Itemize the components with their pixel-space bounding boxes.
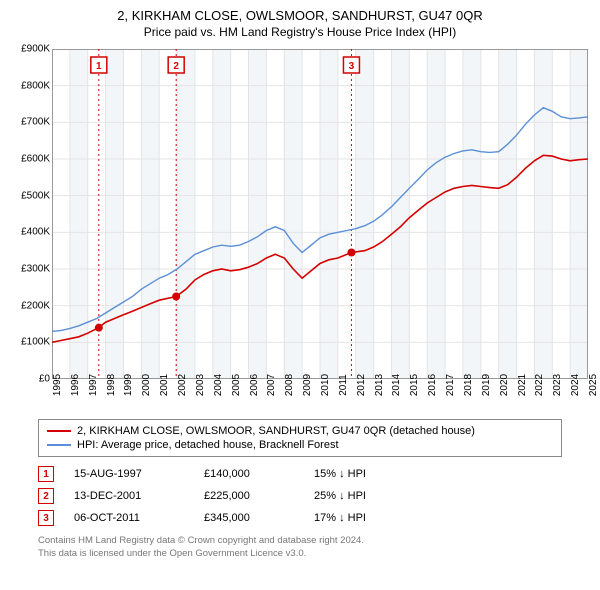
sale-price: £345,000 — [204, 512, 294, 524]
chart-subtitle: Price paid vs. HM Land Registry's House … — [8, 25, 592, 39]
x-tick-label: 2001 — [159, 374, 170, 396]
x-tick-label: 2009 — [302, 374, 313, 396]
y-axis: £0£100K£200K£300K£400K£500K£600K£700K£80… — [8, 49, 52, 379]
x-tick-label: 2003 — [195, 374, 206, 396]
x-axis: 1995199619971998199920002001200220032004… — [52, 381, 588, 415]
footer-line2: This data is licensed under the Open Gov… — [38, 548, 562, 561]
x-tick-label: 2010 — [320, 374, 331, 396]
sale-delta: 17% ↓ HPI — [314, 512, 366, 524]
y-tick-label: £400K — [21, 227, 50, 238]
sale-marker-badge: 1 — [38, 466, 54, 482]
x-tick-label: 2011 — [338, 374, 349, 396]
chart-area: £0 £100K £200K £300K £400K £500K £600K £700K £80… — [8, 45, 592, 415]
x-tick-label: 2018 — [463, 374, 474, 396]
svg-text:3: 3 — [349, 61, 355, 72]
footer: Contains HM Land Registry data © Crown c… — [38, 535, 562, 561]
sale-date: 06-OCT-2011 — [74, 512, 184, 524]
x-tick-label: 2000 — [141, 374, 152, 396]
y-tick-label: £900K — [21, 44, 50, 55]
chart-title: 2, KIRKHAM CLOSE, OWLSMOOR, SANDHURST, G… — [8, 8, 592, 23]
x-tick-label: 2019 — [481, 374, 492, 396]
sale-delta: 25% ↓ HPI — [314, 490, 366, 502]
legend-item-hpi: HPI: Average price, detached house, Brac… — [47, 438, 553, 452]
sale-row: 3 06-OCT-2011 £345,000 17% ↓ HPI — [38, 507, 562, 529]
x-tick-label: 2006 — [249, 374, 260, 396]
x-tick-label: 2021 — [517, 374, 528, 396]
y-tick-label: £800K — [21, 80, 50, 91]
x-tick-label: 2016 — [427, 374, 438, 396]
x-tick-label: 2020 — [499, 374, 510, 396]
x-tick-label: 1997 — [88, 374, 99, 396]
chart-container: 2, KIRKHAM CLOSE, OWLSMOOR, SANDHURST, G… — [0, 0, 600, 569]
legend-swatch-hpi — [47, 444, 71, 446]
sale-date: 13-DEC-2001 — [74, 490, 184, 502]
sale-marker-badge: 3 — [38, 510, 54, 526]
x-tick-label: 1995 — [52, 374, 63, 396]
x-tick-label: 2023 — [552, 374, 563, 396]
y-tick-label: £300K — [21, 264, 50, 275]
sale-price: £140,000 — [204, 468, 294, 480]
x-tick-label: 2007 — [266, 374, 277, 396]
legend-swatch-price-paid — [47, 430, 71, 432]
x-tick-label: 2022 — [534, 374, 545, 396]
x-tick-label: 2025 — [588, 374, 599, 396]
x-tick-label: 1999 — [123, 374, 134, 396]
x-tick-label: 2002 — [177, 374, 188, 396]
y-tick-label: £0 — [39, 374, 50, 385]
x-tick-label: 2013 — [374, 374, 385, 396]
sale-date: 15-AUG-1997 — [74, 468, 184, 480]
x-tick-label: 2004 — [213, 374, 224, 396]
sale-delta: 15% ↓ HPI — [314, 468, 366, 480]
y-tick-label: £600K — [21, 154, 50, 165]
x-tick-label: 2005 — [231, 374, 242, 396]
y-tick-label: £700K — [21, 117, 50, 128]
sales-table: 1 15-AUG-1997 £140,000 15% ↓ HPI 2 13-DEC-200… — [38, 463, 562, 529]
x-tick-label: 2017 — [445, 374, 456, 396]
legend-item-price-paid: 2, KIRKHAM CLOSE, OWLSMOOR, SANDHURST, G… — [47, 424, 553, 438]
x-tick-label: 2015 — [409, 374, 420, 396]
x-tick-label: 2012 — [356, 374, 367, 396]
legend-label-price-paid: 2, KIRKHAM CLOSE, OWLSMOOR, SANDHURST, G… — [77, 425, 475, 437]
x-tick-label: 1996 — [70, 374, 81, 396]
svg-text:1: 1 — [96, 61, 102, 72]
y-tick-label: £100K — [21, 337, 50, 348]
sale-price: £225,000 — [204, 490, 294, 502]
legend: 2, KIRKHAM CLOSE, OWLSMOOR, SANDHURST, G… — [38, 419, 562, 457]
x-tick-label: 2014 — [391, 374, 402, 396]
sale-row: 1 15-AUG-1997 £140,000 15% ↓ HPI — [38, 463, 562, 485]
y-tick-label: £200K — [21, 300, 50, 311]
y-tick-label: £500K — [21, 190, 50, 201]
footer-line1: Contains HM Land Registry data © Crown c… — [38, 535, 562, 548]
x-tick-label: 2024 — [570, 374, 581, 396]
x-tick-label: 1998 — [106, 374, 117, 396]
plot-svg: 1 2 3 — [52, 49, 588, 379]
plot-area: 1 2 3 — [52, 49, 588, 379]
svg-text:2: 2 — [173, 61, 179, 72]
sale-marker-badge: 2 — [38, 488, 54, 504]
x-tick-label: 2008 — [284, 374, 295, 396]
sale-row: 2 13-DEC-2001 £225,000 25% ↓ HPI — [38, 485, 562, 507]
legend-label-hpi: HPI: Average price, detached house, Brac… — [77, 439, 339, 451]
